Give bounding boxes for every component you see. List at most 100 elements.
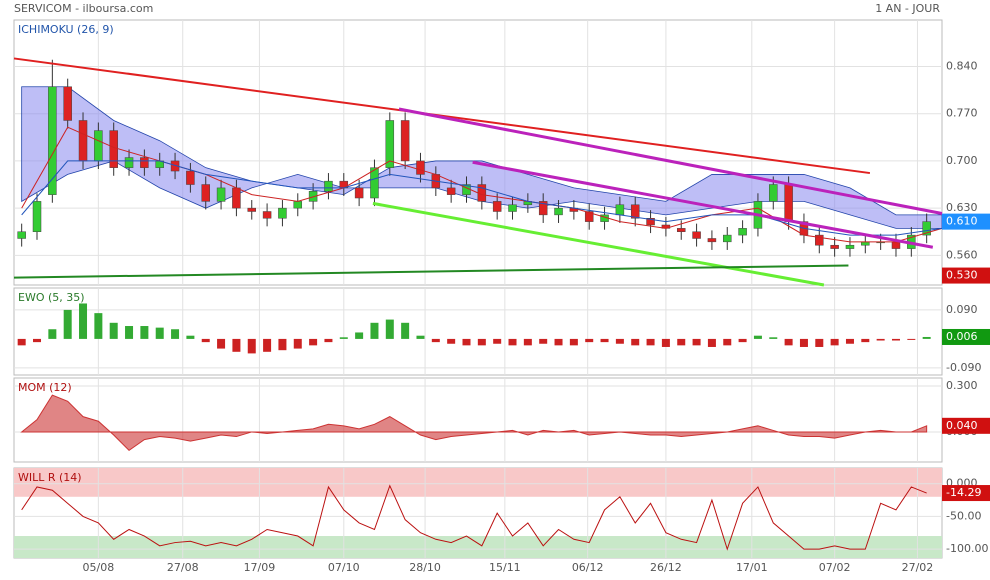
ewo-bar [201,338,210,343]
ewo-bar [309,338,318,346]
last-value-box [942,417,990,434]
y-tick-label: 0.560 [946,248,978,261]
x-tick-label: 05/08 [83,561,115,574]
y-tick-label: 0.090 [946,303,978,316]
ewo-bar [784,338,793,346]
ewo-bar [370,322,379,339]
overlay-line [372,201,825,287]
ewo-bar [493,338,502,344]
ewo-bar [615,338,624,344]
y-tick-label: 0.770 [946,107,978,120]
last-value-label: 0.040 [946,419,978,432]
ewo-bar [677,338,686,346]
source: SERVICOM - ilboursa.com [14,2,153,15]
x-tick-label: 26/12 [650,561,682,574]
x-tick-label: 28/10 [409,561,441,574]
candle-body [630,204,640,219]
ewo-bar [462,338,471,346]
last-value-label: 0.530 [946,269,978,282]
ewo-bar [815,338,824,347]
ewo-bar [109,322,118,339]
candle-body [508,204,517,212]
overlay-line [21,160,943,236]
y-tick-label: -50.00 [946,509,981,522]
last-value-label: 0.610 [946,215,978,228]
ewo-bar [661,338,670,347]
ewo-bar [401,322,410,339]
x-tick-label: 15/11 [489,561,521,574]
ewo-bar [263,338,272,352]
candle-body [492,201,502,212]
candle-body [124,157,134,168]
last-value-box [942,213,990,230]
ewo-bar [631,338,640,346]
candle-body [94,130,103,162]
ewo-bar [539,338,548,344]
ewo-bar [907,338,916,340]
ewo-bar [355,332,364,339]
overlay-line [398,107,943,215]
ewo-bar [738,338,747,343]
panel-frame [13,377,943,463]
candle-body [723,234,732,243]
candle-body [278,207,287,219]
ewo-bar [247,338,256,354]
ewo-bar [707,338,716,347]
last-value-box [942,328,990,345]
ewo-bar [523,338,532,346]
ewo-bar [48,329,57,339]
ewo-bar [324,338,333,343]
panel-title: ICHIMOKU (26, 9) [18,23,114,36]
candle-body [17,231,26,239]
candle-body [584,211,594,222]
candle-body [646,217,655,226]
ewo-bar [217,338,226,349]
ewo-bar [830,338,839,346]
period: 1 AN - JOUR [875,2,940,15]
y-tick-label: 0.840 [946,60,978,73]
candle-body [293,201,303,209]
ewo-bar [508,338,517,346]
ewo-bar [477,338,486,346]
candle-body [416,160,425,175]
candle-body [861,241,870,246]
candle-body [815,234,824,246]
candle-body [170,160,180,172]
ewo-bar [891,338,900,341]
momentum-area [20,394,928,452]
ewo-bar [155,327,164,339]
candle-body [692,231,701,239]
candle-body [891,241,901,249]
ewo-bar [33,338,42,343]
candle-body [140,157,149,168]
candle-body [32,201,42,232]
x-tick-label: 07/10 [328,561,360,574]
candle-body [109,130,118,168]
ewo-bar [416,335,425,339]
panel-title: EWO (5, 35) [18,291,85,304]
ewo-bar [140,326,149,339]
ewo-bar [876,338,885,341]
ewo-bar [753,335,762,339]
ewo-bar [232,338,241,352]
last-value-box [942,267,990,284]
ewo-bar [554,338,563,346]
candle-body [769,184,778,202]
ewo-bar [339,337,348,339]
candle-body [247,207,257,212]
candle-body [63,86,72,121]
ewo-bar [799,338,808,347]
candle-body [554,207,563,216]
candle-body [232,187,241,209]
y-tick-label: 0.300 [946,379,978,392]
candle-body [615,204,625,216]
candle-body [186,170,195,185]
candle-body [324,180,333,192]
ewo-bar [293,338,302,349]
overbought-zone [14,468,942,497]
candle-body [308,191,318,202]
ewo-bar [94,313,103,339]
last-value-label: 0.006 [946,330,978,343]
x-tick-label: 17/09 [244,561,276,574]
